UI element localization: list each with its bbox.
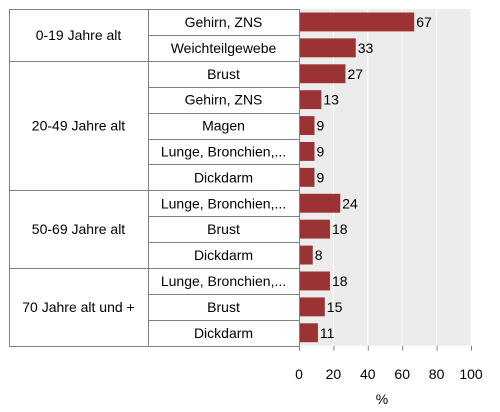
bar (300, 297, 325, 317)
group-label: 70 Jahre alt und + (22, 299, 134, 315)
bar (300, 38, 356, 58)
bar (300, 271, 330, 291)
x-tick-label: 80 (429, 366, 445, 382)
data-label: 9 (316, 143, 324, 159)
bar (300, 116, 315, 135)
group-label: 50-69 Jahre alt (32, 221, 126, 237)
bar (300, 245, 313, 265)
bar (300, 323, 318, 343)
data-label: 24 (342, 195, 358, 211)
bar (300, 219, 330, 239)
plot-background (299, 9, 471, 346)
category-label: Magen (202, 118, 245, 134)
data-label: 15 (327, 299, 343, 315)
group-label: 0-19 Jahre alt (36, 27, 122, 43)
data-label: 33 (358, 40, 374, 56)
x-tick-label: 60 (394, 366, 410, 382)
category-label: Gehirn, ZNS (185, 92, 263, 108)
category-label: Lunge, Bronchien,... (161, 143, 286, 159)
bar (300, 64, 346, 84)
group-label: 20-49 Jahre alt (32, 118, 126, 134)
x-axis-title: % (376, 391, 388, 407)
bar (300, 142, 315, 161)
category-label: Brust (207, 299, 240, 315)
bar (300, 193, 341, 213)
data-label: 18 (332, 273, 348, 289)
data-label: 18 (332, 221, 348, 237)
data-label: 27 (347, 66, 363, 82)
category-label: Brust (207, 66, 240, 82)
category-label: Lunge, Bronchien,... (161, 273, 286, 289)
data-label: 9 (316, 118, 324, 134)
data-label: 9 (316, 169, 324, 185)
x-tick-label: 20 (326, 366, 342, 382)
data-label: 11 (320, 325, 335, 341)
category-label: Brust (207, 221, 240, 237)
x-tick-label: 40 (360, 366, 376, 382)
x-tick-label: 100 (459, 366, 483, 382)
bar (300, 12, 415, 32)
category-label: Dickdarm (194, 247, 253, 263)
bar (300, 90, 322, 110)
category-label: Weichteilgewebe (171, 40, 277, 56)
category-label: Gehirn, ZNS (185, 14, 263, 30)
x-tick-label: 0 (295, 366, 303, 382)
data-label: 13 (323, 92, 339, 108)
bar (300, 167, 315, 187)
category-label: Dickdarm (194, 325, 253, 341)
data-label: 67 (416, 14, 432, 30)
data-label: 8 (315, 247, 323, 263)
category-label: Dickdarm (194, 169, 253, 185)
category-label: Lunge, Bronchien,... (161, 195, 286, 211)
